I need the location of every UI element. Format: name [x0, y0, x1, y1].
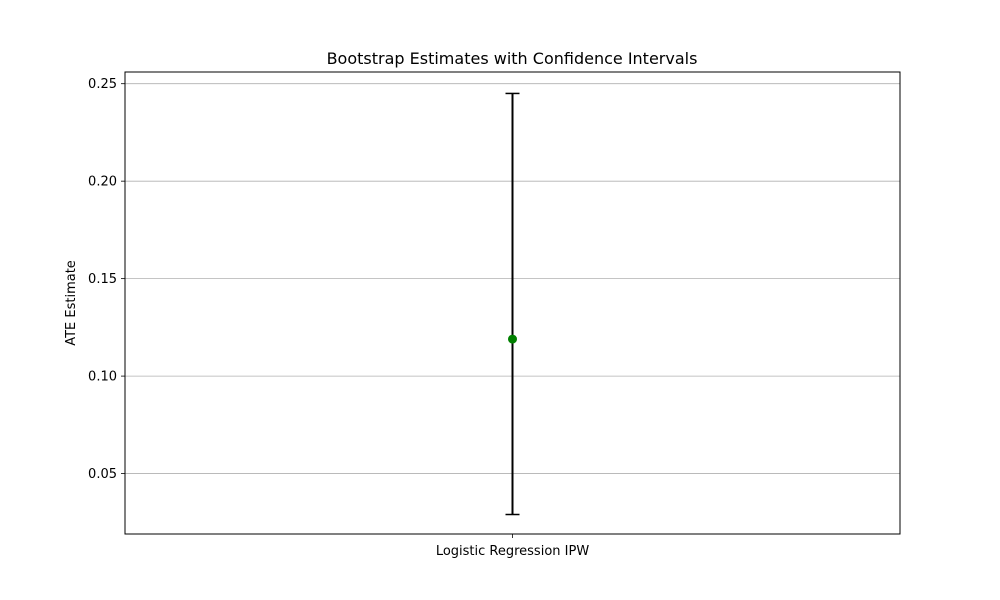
x-tick-label: Logistic Regression IPW [436, 544, 590, 559]
y-axis-label: ATE Estimate [64, 260, 79, 346]
y-tick-label: 0.15 [88, 272, 117, 287]
chart-title: Bootstrap Estimates with Confidence Inte… [327, 49, 698, 68]
plot-frame [124, 71, 901, 535]
y-tick-label: 0.10 [88, 370, 117, 385]
y-axis-ticks: 0.05 0.10 0.15 0.20 0.25 [88, 77, 125, 482]
y-tick-label: 0.20 [88, 175, 117, 190]
y-tick-label: 0.05 [88, 467, 117, 482]
data-point [508, 334, 517, 344]
chart-marks [505, 92, 520, 516]
x-axis-ticks: Logistic Regression IPW [436, 534, 590, 559]
y-tick-label: 0.25 [88, 77, 117, 92]
